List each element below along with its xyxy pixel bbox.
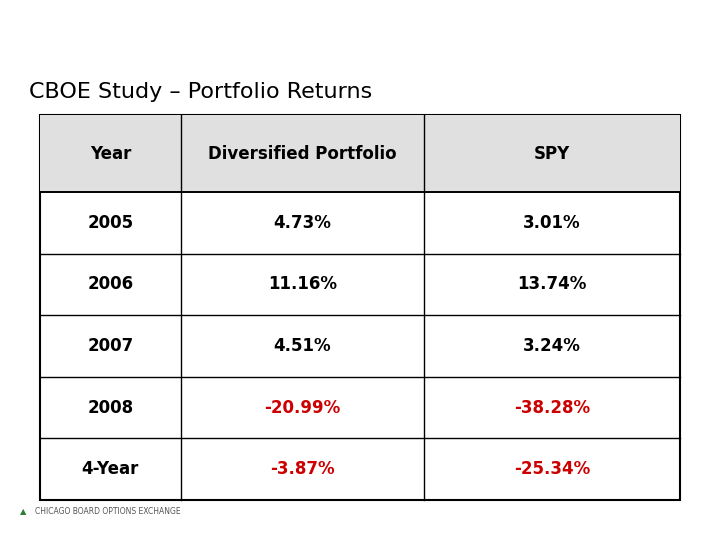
Text: 4-Year: 4-Year — [81, 460, 139, 478]
Text: -25.34%: -25.34% — [514, 460, 590, 478]
Text: -20.99%: -20.99% — [264, 399, 341, 416]
Text: 13.74%: 13.74% — [517, 275, 587, 293]
Text: -3.87%: -3.87% — [270, 460, 335, 478]
Text: 3.01%: 3.01% — [523, 214, 581, 232]
Text: SPY: SPY — [534, 145, 570, 163]
Text: 3.24%: 3.24% — [523, 337, 581, 355]
Text: CBOE Study – Portfolio Returns: CBOE Study – Portfolio Returns — [29, 82, 372, 102]
Bar — [40, 115, 680, 192]
Text: 2006: 2006 — [87, 275, 133, 293]
Text: 4.51%: 4.51% — [274, 337, 331, 355]
Text: 2008: 2008 — [87, 399, 133, 416]
Text: 4.73%: 4.73% — [274, 214, 331, 232]
Text: -38.28%: -38.28% — [514, 399, 590, 416]
Text: CBOE: CBOE — [608, 12, 720, 50]
Text: 11.16%: 11.16% — [268, 275, 337, 293]
Text: VIX Diversification: VIX Diversification — [13, 16, 304, 44]
Text: 2007: 2007 — [87, 337, 133, 355]
Text: Diversified Portfolio: Diversified Portfolio — [208, 145, 397, 163]
Text: ®: ® — [703, 8, 714, 18]
Text: 2005: 2005 — [87, 214, 133, 232]
Text: ▲: ▲ — [20, 507, 27, 516]
Text: Year: Year — [90, 145, 131, 163]
Text: CHICAGO BOARD OPTIONS EXCHANGE: CHICAGO BOARD OPTIONS EXCHANGE — [35, 507, 180, 516]
